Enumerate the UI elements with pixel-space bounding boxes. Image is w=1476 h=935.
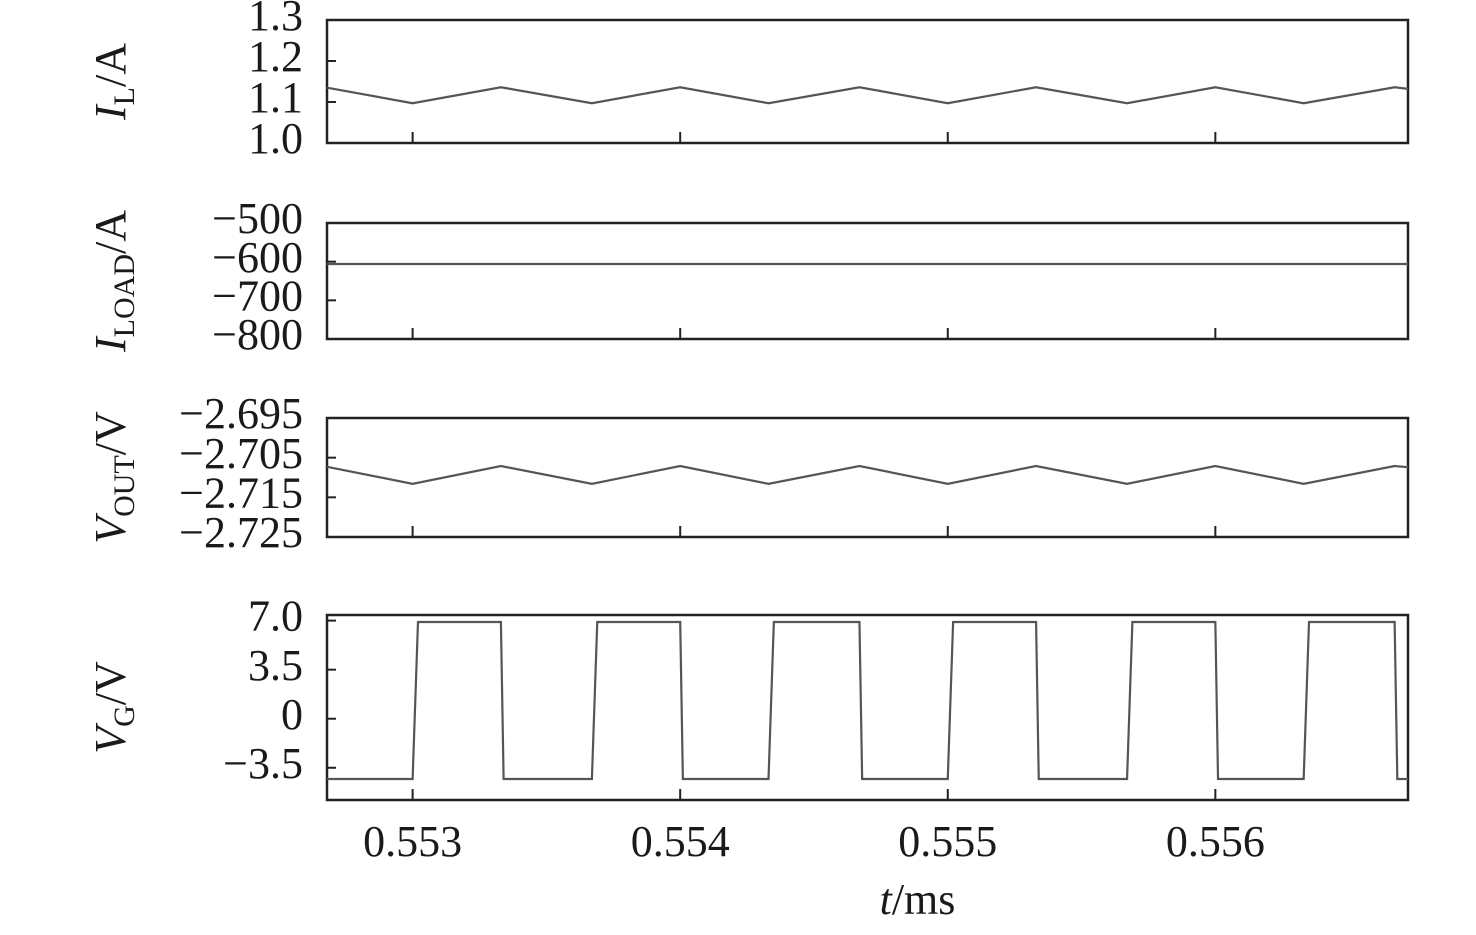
- plot-frame: [325, 221, 1410, 341]
- y-tick-label: 1.2: [248, 32, 303, 81]
- y-tick-label: 3.5: [248, 641, 303, 690]
- y-tick-label: −2.705: [179, 429, 303, 478]
- y-label-symbol: I: [86, 335, 135, 353]
- y-tick-label: −3.5: [223, 739, 303, 788]
- y-label-unit: /V: [86, 411, 135, 455]
- data-line: [326, 464, 1409, 485]
- y-label-subscript: G: [108, 705, 141, 727]
- y-tick-label: 1.0: [248, 114, 303, 163]
- y-tick-label: −2.715: [179, 468, 303, 517]
- plot-frame: [325, 18, 1410, 145]
- y-tick-label: 1.1: [248, 73, 303, 122]
- y-tick-label: 1.3: [248, 0, 303, 40]
- y-label-unit: /A: [86, 43, 135, 87]
- x-tick-label: 0.553: [363, 817, 462, 866]
- panel: −2.725−2.715−2.705−2.695 VOUT/V: [86, 389, 1410, 557]
- data-line: [326, 86, 1409, 105]
- x-axis-label: t/ms: [880, 875, 956, 924]
- x-tick-label: 0.556: [1166, 817, 1265, 866]
- y-axis-label: VG/V: [86, 661, 141, 754]
- y-tick-label: −2.725: [179, 508, 303, 557]
- y-tick-label: −600: [212, 233, 303, 282]
- x-tick-label: 0.554: [631, 817, 730, 866]
- y-label-subscript: LOAD: [108, 254, 141, 337]
- y-tick-label: −700: [212, 271, 303, 320]
- y-label-symbol: V: [86, 722, 135, 754]
- y-label-symbol: I: [86, 103, 135, 121]
- panel: −3.503.57.0 0.553 0.554 0.555 0.556 VG/V t/ms: [86, 592, 1410, 924]
- y-label-unit: /V: [86, 661, 135, 705]
- y-axis-label: IL/A: [86, 43, 141, 121]
- y-tick-label: −2.695: [179, 389, 303, 438]
- y-label-subscript: L: [108, 87, 141, 105]
- panel: 1.01.11.21.3 IL/A: [86, 0, 1410, 163]
- x-label-symbol: t: [880, 875, 894, 924]
- y-axis-label: VOUT/V: [86, 411, 141, 544]
- y-tick-label: −800: [212, 310, 303, 359]
- y-tick-label: −500: [212, 194, 303, 243]
- y-label-subscript: OUT: [108, 455, 141, 517]
- y-label-symbol: V: [86, 512, 135, 544]
- y-label-unit: /A: [86, 210, 135, 254]
- panel: −800−700−600−500 ILOAD/A: [86, 194, 1410, 359]
- y-axis-label: ILOAD/A: [86, 210, 141, 353]
- plot-frame: [325, 416, 1410, 539]
- x-tick-label: 0.555: [898, 817, 997, 866]
- y-tick-label: 7.0: [248, 592, 303, 641]
- plot-frame: [325, 613, 1410, 802]
- y-tick-label: 0: [281, 690, 303, 739]
- x-label-unit: /ms: [892, 875, 956, 924]
- data-line: [327, 620, 1408, 781]
